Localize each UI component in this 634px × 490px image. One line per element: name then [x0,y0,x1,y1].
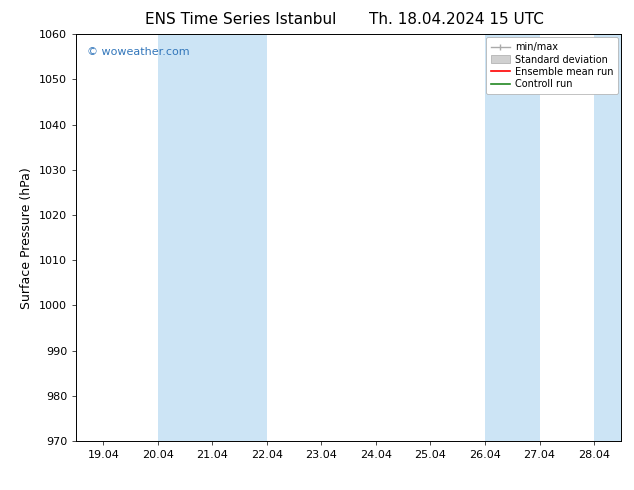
Bar [594,34,621,441]
Text: Th. 18.04.2024 15 UTC: Th. 18.04.2024 15 UTC [369,12,544,27]
Text: © woweather.com: © woweather.com [87,47,190,56]
Y-axis label: Surface Pressure (hPa): Surface Pressure (hPa) [20,167,34,309]
Text: ENS Time Series Istanbul: ENS Time Series Istanbul [145,12,337,27]
Bar [158,34,267,441]
Bar [485,34,540,441]
Legend: min/max, Standard deviation, Ensemble mean run, Controll run: min/max, Standard deviation, Ensemble me… [486,37,618,94]
